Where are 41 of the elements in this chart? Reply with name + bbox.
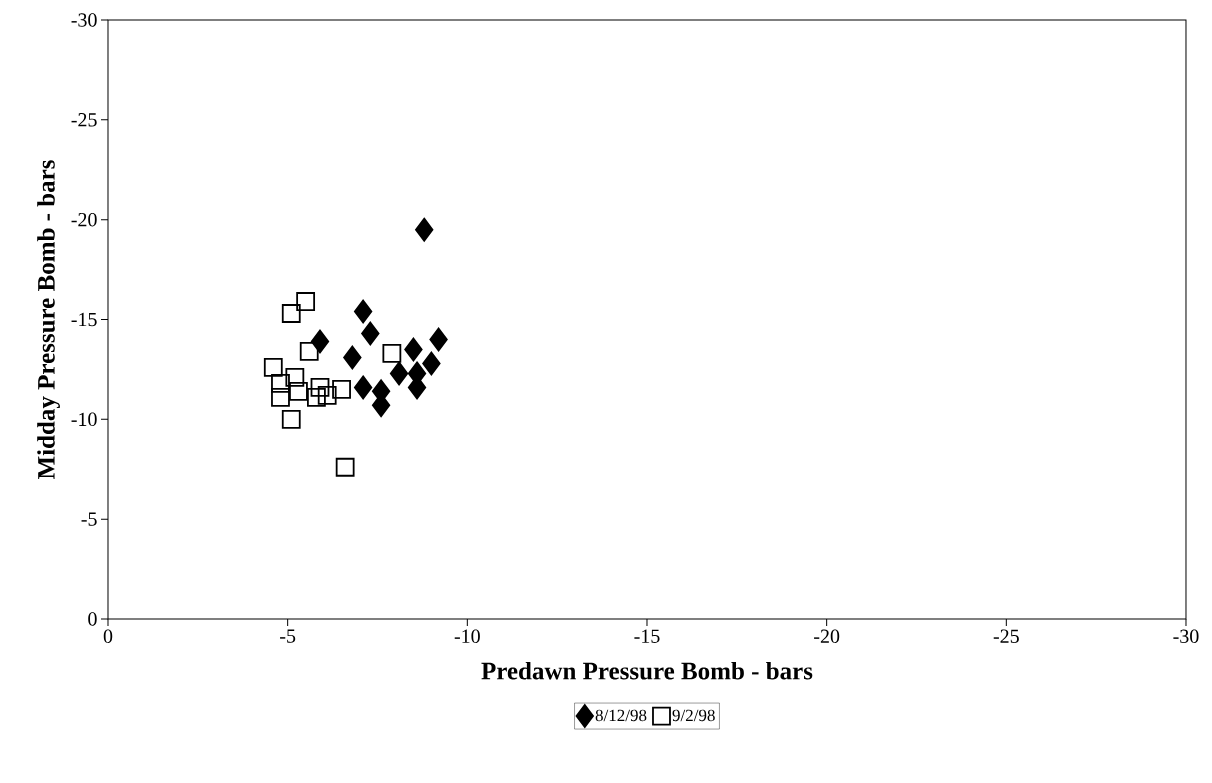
- x-tick-label: -15: [634, 629, 660, 643]
- x-tick-label: -5: [280, 629, 296, 643]
- x-tick-label: -30: [1173, 629, 1199, 644]
- point: [389, 361, 409, 386]
- point: [353, 299, 373, 324]
- y-tick-label: -30: [71, 13, 97, 27]
- y-tick-label: -10: [71, 412, 97, 427]
- legend-label: 8/12/98: [595, 709, 647, 722]
- legend-label: 9/2/98: [672, 709, 715, 722]
- point: [429, 327, 448, 352]
- y-tick-label: -25: [71, 113, 97, 127]
- point: [317, 385, 337, 405]
- y-tick-label: -5: [81, 512, 97, 526]
- y-tick-label: 0: [88, 612, 97, 626]
- x-tick-label: -20: [814, 629, 840, 644]
- x-tick-label: -10: [454, 629, 480, 644]
- point: [422, 351, 441, 376]
- point: [285, 368, 305, 387]
- point: [296, 292, 316, 311]
- point: [343, 345, 362, 370]
- point: [382, 344, 402, 363]
- point: [271, 387, 290, 407]
- y-axis-title: Midday Pressure Bomb - bars: [37, 160, 60, 480]
- point: [415, 217, 434, 242]
- x-tick-label: -25: [993, 629, 1019, 643]
- x-tick-label: 0: [103, 629, 113, 644]
- point: [310, 377, 330, 397]
- point: [281, 409, 301, 429]
- point: [404, 337, 423, 362]
- point: [353, 375, 373, 400]
- y-tick-label: -15: [71, 312, 97, 327]
- point: [299, 342, 319, 361]
- point: [307, 387, 326, 407]
- point: [281, 304, 301, 323]
- x-axis-title: Predawn Pressure Bomb - bars: [481, 661, 813, 680]
- point: [361, 321, 380, 346]
- point: [332, 379, 351, 399]
- point: [263, 358, 283, 377]
- point: [335, 457, 355, 477]
- y-tick-label: -20: [71, 212, 97, 227]
- point: [289, 381, 308, 401]
